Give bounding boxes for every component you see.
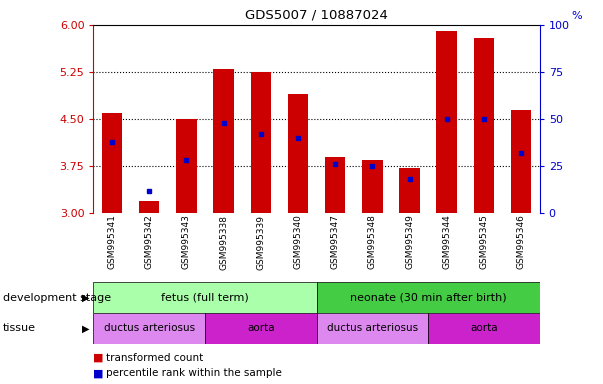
Text: neonate (30 min after birth): neonate (30 min after birth) [350,293,507,303]
Bar [102,113,122,213]
Bar [437,31,457,213]
Text: tissue: tissue [3,323,36,333]
Text: ▶: ▶ [82,293,89,303]
Bar [428,313,540,344]
Text: GSM995347: GSM995347 [330,215,339,270]
Text: ■: ■ [93,368,104,378]
Text: ▶: ▶ [82,323,89,333]
Text: GSM995338: GSM995338 [219,215,228,270]
Bar [399,168,420,213]
Text: transformed count: transformed count [106,353,203,363]
Text: ductus arteriosus: ductus arteriosus [104,323,195,333]
Text: development stage: development stage [3,293,111,303]
Text: GSM995341: GSM995341 [107,215,116,270]
Bar [362,160,382,213]
Bar [317,313,428,344]
Text: GSM995339: GSM995339 [256,215,265,270]
Text: ■: ■ [93,353,104,363]
Text: %: % [571,11,581,21]
Bar [474,38,494,213]
Text: fetus (full term): fetus (full term) [161,293,249,303]
Bar [213,69,234,213]
Title: GDS5007 / 10887024: GDS5007 / 10887024 [245,8,388,21]
Bar [251,72,271,213]
Text: percentile rank within the sample: percentile rank within the sample [106,368,282,378]
Bar [93,313,205,344]
Text: GSM995342: GSM995342 [145,215,154,269]
Text: ductus arteriosus: ductus arteriosus [327,323,418,333]
Bar [205,313,317,344]
Bar [176,119,197,213]
Text: GSM995340: GSM995340 [294,215,303,270]
Text: GSM995345: GSM995345 [479,215,488,270]
Text: GSM995343: GSM995343 [182,215,191,270]
Text: aorta: aorta [470,323,497,333]
Bar [288,94,308,213]
Text: GSM995346: GSM995346 [517,215,526,270]
Text: GSM995348: GSM995348 [368,215,377,270]
Bar [511,109,531,213]
Text: GSM995344: GSM995344 [442,215,451,269]
Bar [325,157,346,213]
Bar [317,282,540,313]
Text: GSM995349: GSM995349 [405,215,414,270]
Bar [93,282,317,313]
Text: aorta: aorta [247,323,274,333]
Bar [139,200,159,213]
